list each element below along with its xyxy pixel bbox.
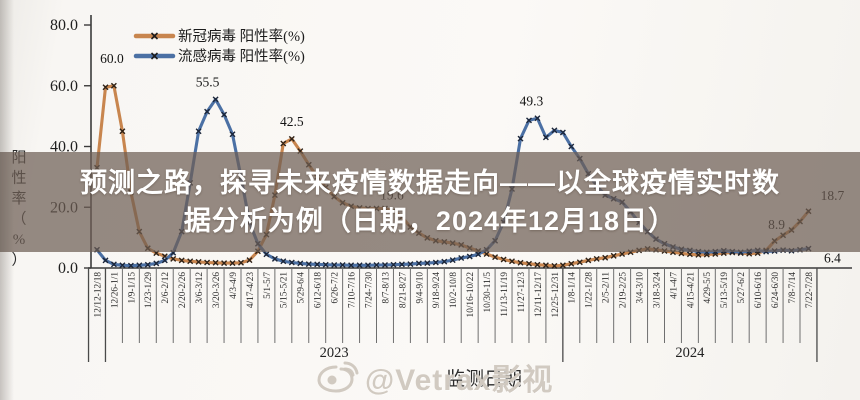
- x-tick-label: 2/5-2/11: [602, 272, 612, 304]
- x-tick-label: 1/8-1/14: [568, 272, 578, 304]
- x-tick-label: 3/18-3/24: [652, 272, 662, 309]
- data-point-label: 6.4: [824, 251, 841, 266]
- legend-swatch-marker: [150, 52, 159, 60]
- x-tick-label: 4/3-4/9: [229, 272, 239, 299]
- x-tick-label: 3/6-3/12: [195, 272, 205, 304]
- data-point-label: 42.5: [280, 114, 304, 129]
- x-tick-label: 2/19-2/25: [619, 272, 629, 309]
- y-tick-label: 40.0: [50, 139, 78, 156]
- x-tick-label: 12/11-12/17: [534, 272, 544, 317]
- banner-title-line1: 预测之路，探寻未来疫情数据走向——以全球疫情实时数: [80, 168, 780, 198]
- x-tick-label: 6/26-7/2: [331, 272, 341, 304]
- x-tick-label: 11/27-12/3: [517, 272, 527, 313]
- x-tick-label: 6/10-6/16: [754, 272, 764, 309]
- year-group-label: 2023: [320, 345, 349, 361]
- x-tick-label: 7/8-7/14: [788, 272, 798, 304]
- x-tick-label: 7/10-7/16: [348, 272, 358, 309]
- axes: 0.020.040.060.080.0: [50, 15, 852, 277]
- x-tick-label: 6/24-6/30: [771, 272, 781, 309]
- x-tick-label: 10/30-11/5: [483, 272, 493, 313]
- x-axis-labels: 12/12-12/18 12/26-1/1 1/9-1/15 1/23-1/29 2/6…: [87, 268, 818, 362]
- data-point-label: 55.5: [196, 74, 220, 89]
- x-tick-label: 12/25-12/31: [551, 272, 561, 318]
- banner-title-line2: 据分析为例（日期，2024年12月18日）: [183, 206, 677, 236]
- x-tick-label: 7/24-7/30: [364, 272, 374, 309]
- x-tick-label: 4/17-4/23: [246, 272, 256, 309]
- x-tick-label: 8/21-8/27: [398, 272, 408, 309]
- x-tick-label: 4/29-5/5: [703, 272, 713, 304]
- y-axis-title-char: ）: [11, 252, 26, 269]
- legend: 新冠病毒 阳性率(%) 流感病毒 阳性率(%): [133, 28, 305, 65]
- x-tick-label: 12/12-12/18: [93, 272, 103, 318]
- x-tick-label: 1/22-1/28: [585, 272, 595, 309]
- x-tick-label: 4/1-4/7: [669, 272, 679, 299]
- x-tick-label: 5/1-5/7: [263, 272, 273, 299]
- x-tick-label: 10/2-10/8: [449, 272, 459, 309]
- data-point-label: 60.0: [100, 51, 124, 66]
- x-tick-label: 1/9-1/15: [127, 272, 137, 304]
- legend-item-label: 流感病毒 阳性率(%): [178, 48, 305, 65]
- x-tick-label: 5/15-5/21: [280, 272, 290, 309]
- year-group-label: 2024: [675, 345, 705, 361]
- x-tick-label: 11/13-11/19: [500, 272, 510, 317]
- y-tick-label: 60.0: [50, 78, 78, 95]
- x-tick-label: 3/20-3/26: [212, 272, 222, 309]
- x-tick-label: 9/18-9/24: [432, 272, 442, 309]
- legend-item-label: 新冠病毒 阳性率(%): [178, 28, 305, 45]
- x-tick-label: 8/7-8/13: [381, 272, 391, 304]
- x-tick-label: 5/13-5/19: [720, 272, 730, 309]
- x-tick-label: 2/6-2/12: [161, 272, 171, 304]
- data-point-label: 49.3: [520, 93, 544, 108]
- x-tick-label: 5/29-6/4: [297, 272, 307, 304]
- headline-banner: 预测之路，探寻未来疫情数据走向——以全球疫情实时数 据分析为例（日期，2024年…: [0, 152, 860, 252]
- x-tick-label: 2/20-2/26: [178, 272, 188, 309]
- x-tick-label: 4/15-4/21: [686, 272, 696, 309]
- legend-swatch-marker: [150, 32, 159, 40]
- x-tick-label: 5/27-6/2: [737, 272, 747, 304]
- x-tick-label: 10/16-10/22: [466, 272, 476, 318]
- x-axis-title: 监测日期: [446, 368, 522, 390]
- x-tick-label: 7/22-7/28: [805, 272, 815, 309]
- x-tick-label: 9/4-9/10: [415, 272, 425, 304]
- x-tick-label: 3/4-3/10: [635, 272, 645, 304]
- x-tick-label: 12/26-1/1: [110, 272, 120, 309]
- x-tick-label: 1/23-1/29: [144, 272, 154, 309]
- x-tick-label: 6/12-6/18: [314, 272, 324, 309]
- y-tick-label: 0.0: [58, 260, 78, 277]
- y-tick-label: 80.0: [50, 17, 78, 34]
